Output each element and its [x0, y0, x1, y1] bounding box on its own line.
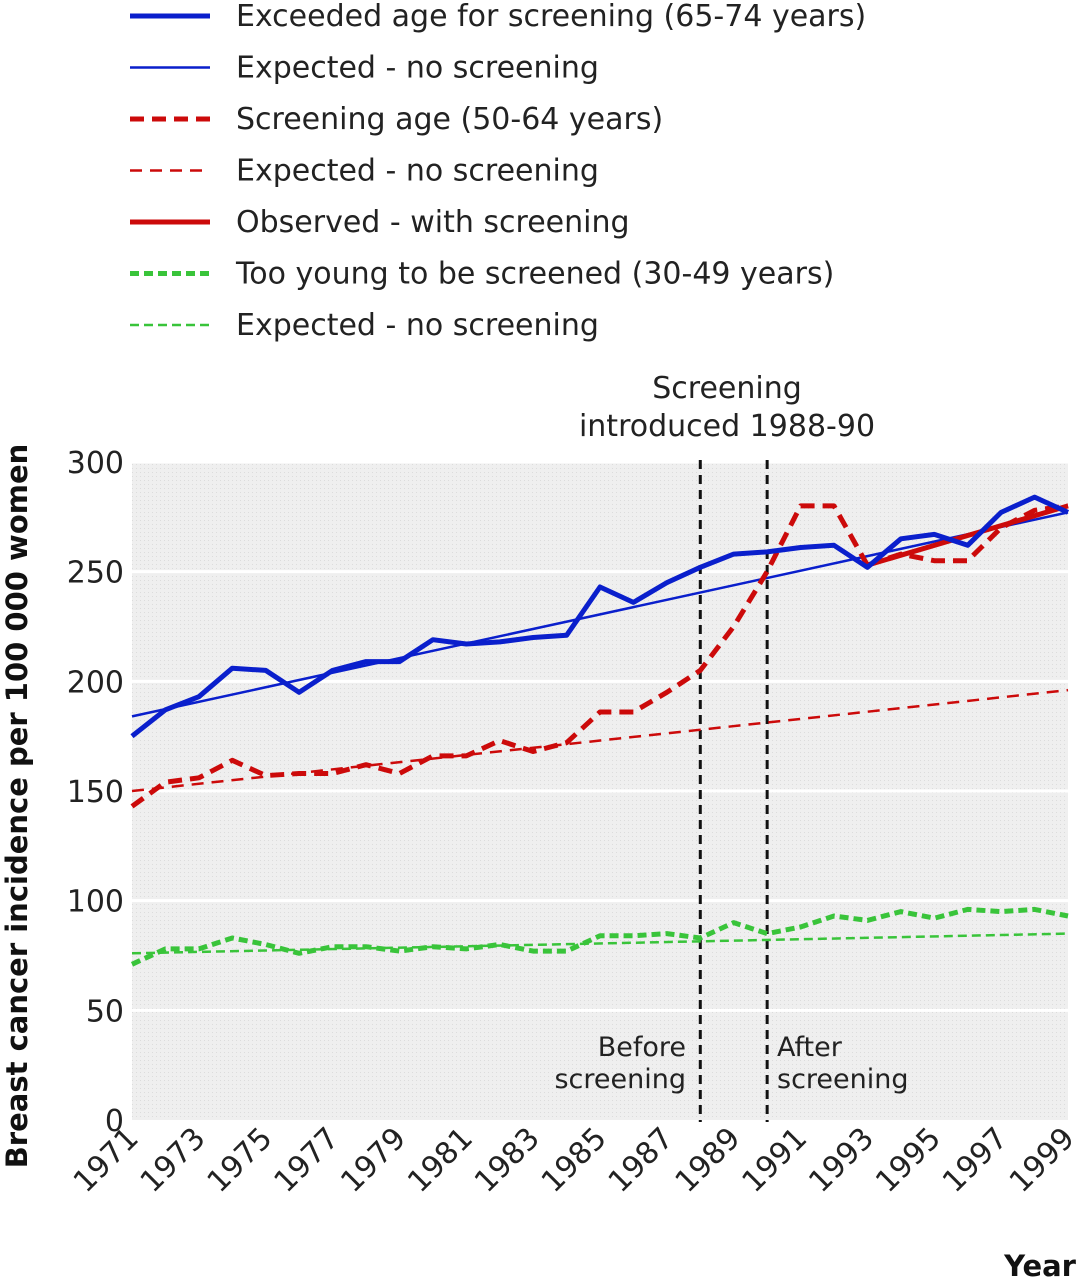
y-tick-100: 100 — [67, 885, 124, 920]
x-tick-1993: 1993 — [802, 1121, 881, 1200]
y-tick-300: 300 — [67, 446, 124, 481]
series-line-2 — [130, 503, 870, 809]
x-axis-label: Year — [1003, 1249, 1077, 1280]
x-tick-1991: 1991 — [735, 1121, 814, 1200]
y-axis-ticks: 0 50 100 150 200 250 300 — [67, 446, 124, 1139]
x-tick-1973: 1973 — [134, 1121, 213, 1200]
x-tick-1989: 1989 — [669, 1121, 748, 1200]
x-tick-1987: 1987 — [602, 1121, 681, 1200]
series-line-6 — [130, 906, 1069, 967]
y-tick-200: 200 — [67, 665, 124, 700]
y-tick-50: 50 — [86, 994, 124, 1029]
legend-label-6: Too young to be screened (30-49 years) — [235, 257, 834, 292]
y-tick-0: 0 — [105, 1104, 124, 1139]
x-tick-1995: 1995 — [869, 1121, 948, 1200]
after-screening-line2: screening — [777, 1064, 909, 1095]
screening-title-line1: Screening — [652, 371, 802, 406]
y-axis-label: Breast cancer incidence per 100 000 wome… — [0, 444, 34, 1169]
y-tick-250: 250 — [67, 556, 124, 591]
legend-label-3: Expected - no screening — [236, 154, 599, 189]
x-tick-1999: 1999 — [1003, 1121, 1078, 1200]
series-line-3 — [131, 688, 1069, 793]
x-tick-1981: 1981 — [401, 1121, 480, 1200]
legend-label-0: Exceeded age for screening (65-74 years) — [236, 0, 866, 34]
series-line-0 — [130, 494, 1070, 739]
series-line-4 — [866, 503, 1069, 568]
x-tick-1985: 1985 — [535, 1121, 614, 1200]
x-tick-1975: 1975 — [201, 1121, 280, 1200]
x-tick-1983: 1983 — [468, 1121, 547, 1200]
screening-title-line2: introduced 1988-90 — [579, 409, 875, 444]
x-tick-1977: 1977 — [267, 1121, 346, 1200]
x-axis-ticks: 1971197319751977197919811983198519871989… — [67, 1121, 1078, 1200]
legend-label-7: Expected - no screening — [236, 308, 599, 343]
before-screening-line1: Before — [598, 1032, 686, 1063]
x-tick-1997: 1997 — [936, 1121, 1015, 1200]
legend-label-2: Screening age (50-64 years) — [236, 102, 663, 137]
y-tick-150: 150 — [67, 775, 124, 810]
x-tick-1979: 1979 — [334, 1121, 413, 1200]
vlines — [698, 460, 769, 1122]
gridlines — [132, 460, 1068, 1012]
before-screening-line2: screening — [554, 1064, 686, 1095]
after-screening-line1: After — [777, 1032, 843, 1063]
legend-label-4: Observed - with screening — [236, 205, 630, 240]
legend-label-1: Expected - no screening — [236, 51, 599, 86]
series-lines — [130, 494, 1070, 967]
legend: Exceeded age for screening (65-74 years)… — [130, 0, 866, 343]
